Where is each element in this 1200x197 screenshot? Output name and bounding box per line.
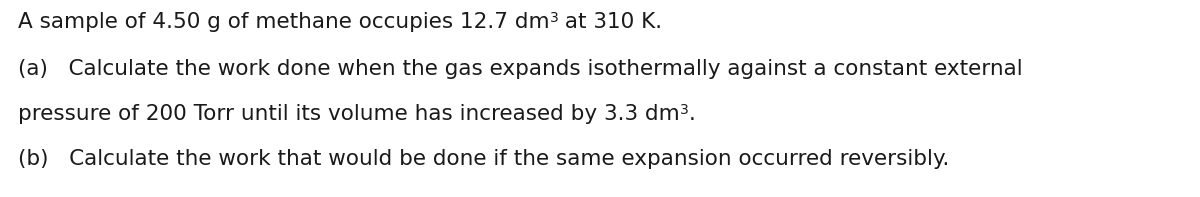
Text: 3: 3 <box>679 103 689 117</box>
Text: at 310 K.: at 310 K. <box>558 12 662 32</box>
Text: 3: 3 <box>550 11 558 25</box>
Text: .: . <box>689 104 695 124</box>
Text: A sample of 4.50 g of methane occupies 12.7 dm: A sample of 4.50 g of methane occupies 1… <box>18 12 550 32</box>
Text: (a)   Calculate the work done when the gas expands isothermally against a consta: (a) Calculate the work done when the gas… <box>18 59 1022 79</box>
Text: (b)   Calculate the work that would be done if the same expansion occurred rever: (b) Calculate the work that would be don… <box>18 149 949 169</box>
Text: pressure of 200 Torr until its volume has increased by 3.3 dm: pressure of 200 Torr until its volume ha… <box>18 104 679 124</box>
